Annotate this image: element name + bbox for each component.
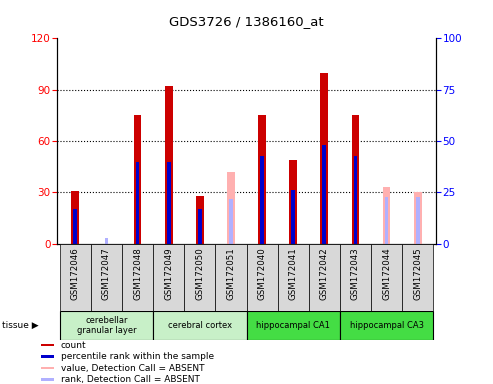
Bar: [260, 156, 264, 244]
Text: GSM172043: GSM172043: [351, 247, 360, 300]
Text: GSM172040: GSM172040: [257, 247, 267, 300]
Bar: [41, 367, 54, 369]
Bar: [353, 156, 357, 244]
Bar: [289, 160, 297, 244]
FancyBboxPatch shape: [340, 244, 371, 311]
Text: hippocampal CA1: hippocampal CA1: [256, 321, 330, 330]
Bar: [41, 344, 54, 346]
FancyBboxPatch shape: [184, 244, 215, 311]
FancyBboxPatch shape: [91, 244, 122, 311]
FancyBboxPatch shape: [371, 244, 402, 311]
Bar: [414, 192, 422, 244]
Text: rank, Detection Call = ABSENT: rank, Detection Call = ABSENT: [61, 375, 200, 384]
Text: value, Detection Call = ABSENT: value, Detection Call = ABSENT: [61, 364, 205, 372]
Bar: [196, 196, 204, 244]
FancyBboxPatch shape: [60, 244, 91, 311]
FancyBboxPatch shape: [122, 244, 153, 311]
FancyBboxPatch shape: [215, 244, 246, 311]
Bar: [105, 238, 108, 244]
Text: GDS3726 / 1386160_at: GDS3726 / 1386160_at: [169, 15, 324, 28]
Text: GSM172048: GSM172048: [133, 247, 142, 300]
Bar: [41, 378, 54, 381]
Text: GSM172046: GSM172046: [71, 247, 80, 300]
Bar: [416, 197, 420, 244]
FancyBboxPatch shape: [402, 244, 433, 311]
Text: tissue ▶: tissue ▶: [2, 321, 39, 330]
Bar: [320, 73, 328, 244]
Bar: [352, 116, 359, 244]
FancyBboxPatch shape: [309, 244, 340, 311]
FancyBboxPatch shape: [153, 311, 246, 340]
Text: cerebellar
granular layer: cerebellar granular layer: [77, 316, 136, 335]
Bar: [227, 172, 235, 244]
Text: GSM172051: GSM172051: [226, 247, 236, 300]
Text: percentile rank within the sample: percentile rank within the sample: [61, 352, 214, 361]
Bar: [136, 162, 140, 244]
FancyBboxPatch shape: [246, 244, 278, 311]
Bar: [322, 145, 326, 244]
Text: GSM172041: GSM172041: [289, 247, 298, 300]
Bar: [198, 209, 202, 244]
Bar: [291, 190, 295, 244]
Text: GSM172049: GSM172049: [164, 247, 173, 300]
Text: cerebral cortex: cerebral cortex: [168, 321, 232, 330]
Bar: [71, 191, 79, 244]
Text: GSM172044: GSM172044: [382, 247, 391, 300]
FancyBboxPatch shape: [340, 311, 433, 340]
Text: count: count: [61, 341, 87, 350]
Bar: [167, 162, 171, 244]
FancyBboxPatch shape: [153, 244, 184, 311]
Bar: [258, 116, 266, 244]
Text: hippocampal CA3: hippocampal CA3: [350, 321, 423, 330]
Text: GSM172050: GSM172050: [195, 247, 204, 300]
Text: GSM172047: GSM172047: [102, 247, 111, 300]
FancyBboxPatch shape: [60, 311, 153, 340]
Bar: [73, 209, 77, 244]
Text: GSM172042: GSM172042: [320, 247, 329, 300]
FancyBboxPatch shape: [278, 244, 309, 311]
Bar: [383, 187, 390, 244]
Bar: [229, 199, 233, 244]
Bar: [385, 197, 388, 244]
Bar: [165, 86, 173, 244]
FancyBboxPatch shape: [246, 311, 340, 340]
Bar: [134, 116, 141, 244]
Text: GSM172045: GSM172045: [413, 247, 422, 300]
Bar: [41, 355, 54, 358]
